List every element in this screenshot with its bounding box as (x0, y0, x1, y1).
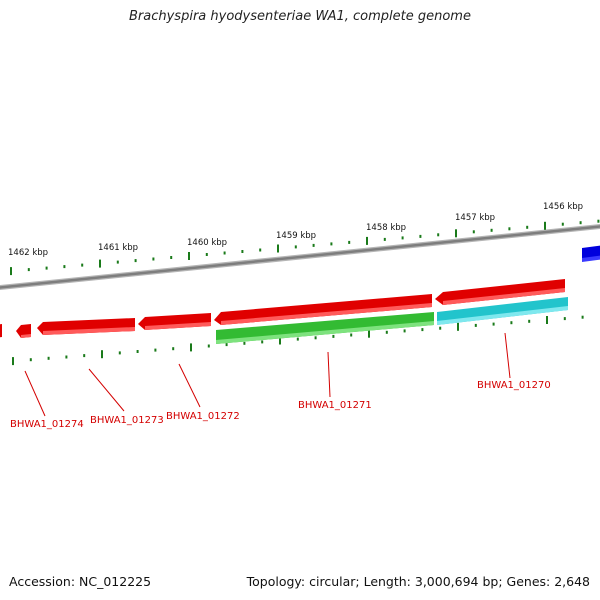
major-tick (101, 350, 103, 359)
minor-tick (563, 317, 566, 321)
major-tick (366, 236, 368, 245)
gene-blue[interactable] (582, 245, 600, 262)
gene-bhwa1-01270[interactable] (437, 297, 568, 325)
minor-tick (47, 356, 50, 360)
minor-tick (421, 328, 424, 332)
gene-labels: BHWA1_01274 BHWA1_01273 BHWA1_01272 BHWA… (10, 380, 551, 430)
minor-tick (259, 248, 262, 252)
accession-text: Accession: NC_012225 (9, 574, 152, 589)
gene-bhwa1-01271[interactable] (216, 312, 434, 344)
gene-bhwa1-01273[interactable] (37, 318, 135, 335)
gene-label: BHWA1_01274 (10, 419, 84, 430)
major-tick (279, 336, 281, 345)
minor-tick (581, 315, 584, 319)
major-tick (457, 322, 459, 331)
minor-tick (136, 350, 139, 353)
major-tick (277, 244, 279, 253)
gene-red-right[interactable] (435, 279, 565, 305)
major-tick (544, 221, 546, 230)
minor-tick (350, 333, 353, 337)
major-tick (99, 259, 101, 268)
minor-tick (419, 234, 422, 238)
minor-tick (152, 257, 155, 261)
minor-tick (207, 344, 210, 348)
gene-label: BHWA1_01270 (477, 380, 551, 391)
minor-tick (490, 228, 493, 232)
minor-tick (508, 227, 511, 231)
gene-label: BHWA1_01272 (166, 411, 240, 422)
major-tick (190, 343, 192, 352)
minor-tick (83, 354, 86, 358)
scale-labels: 1462 kbp 1461 kbp 1460 kbp 1459 kbp 1458… (8, 202, 583, 258)
scale-label: 1458 kbp (366, 223, 406, 233)
minor-tick (401, 236, 404, 240)
major-tick (188, 252, 190, 260)
minor-tick (154, 348, 157, 352)
minor-tick (296, 337, 299, 341)
minor-tick (81, 263, 84, 267)
minor-tick (348, 240, 351, 244)
minor-tick (29, 358, 32, 362)
minor-tick (437, 233, 440, 237)
minor-tick (526, 225, 529, 229)
major-tick (12, 357, 14, 366)
minor-tick (243, 341, 246, 345)
minor-tick (528, 319, 531, 323)
genome-summary-text: Topology: circular; Length: 3,000,694 bp… (246, 574, 590, 589)
minor-tick (241, 250, 244, 253)
minor-tick (314, 336, 317, 340)
gene-bhwa1-01272[interactable] (138, 313, 211, 330)
minor-tick (474, 323, 477, 327)
gene-bhwa1-01274-small[interactable] (0, 324, 31, 338)
minor-tick (561, 222, 564, 226)
gene-label: BHWA1_01273 (90, 415, 164, 426)
minor-tick (170, 256, 173, 259)
minor-tick (383, 237, 386, 241)
minor-tick (45, 266, 48, 270)
gene-label: BHWA1_01271 (298, 400, 372, 411)
scale-label: 1457 kbp (455, 213, 495, 223)
scale-label: 1456 kbp (543, 202, 583, 212)
minor-tick (597, 219, 600, 223)
scale-label: 1459 kbp (276, 231, 316, 241)
minor-tick (205, 253, 208, 256)
minor-tick (439, 326, 442, 330)
scale-label: 1462 kbp (8, 248, 48, 258)
inner-scale-ticks (12, 315, 584, 366)
scale-label: 1460 kbp (187, 238, 227, 248)
minor-tick (330, 242, 333, 246)
minor-tick (223, 251, 226, 255)
minor-tick (27, 268, 30, 272)
minor-tick (579, 221, 582, 225)
minor-tick (294, 245, 297, 249)
minor-tick (312, 243, 315, 247)
minor-tick (63, 265, 66, 269)
minor-tick (510, 321, 513, 325)
label-leaders (24, 332, 511, 417)
minor-tick (492, 322, 495, 326)
minor-tick (172, 347, 175, 351)
genome-backbone (0, 223, 600, 290)
minor-tick (472, 230, 475, 234)
minor-tick (225, 343, 228, 347)
outer-scale-ticks (10, 219, 600, 276)
minor-tick (118, 351, 121, 355)
minor-tick (65, 355, 68, 359)
gene-red-middle[interactable] (214, 294, 432, 325)
minor-tick (116, 260, 119, 264)
minor-tick (261, 340, 264, 344)
scale-label: 1461 kbp (98, 243, 138, 253)
major-tick (10, 267, 12, 276)
minor-tick (403, 329, 406, 333)
major-tick (546, 316, 548, 324)
minor-tick (332, 334, 335, 338)
major-tick (455, 229, 457, 238)
major-tick (368, 329, 370, 338)
minor-tick (134, 259, 137, 263)
minor-tick (385, 330, 388, 334)
map-title: Brachyspira hyodysenteriae WA1, complete… (129, 9, 471, 24)
